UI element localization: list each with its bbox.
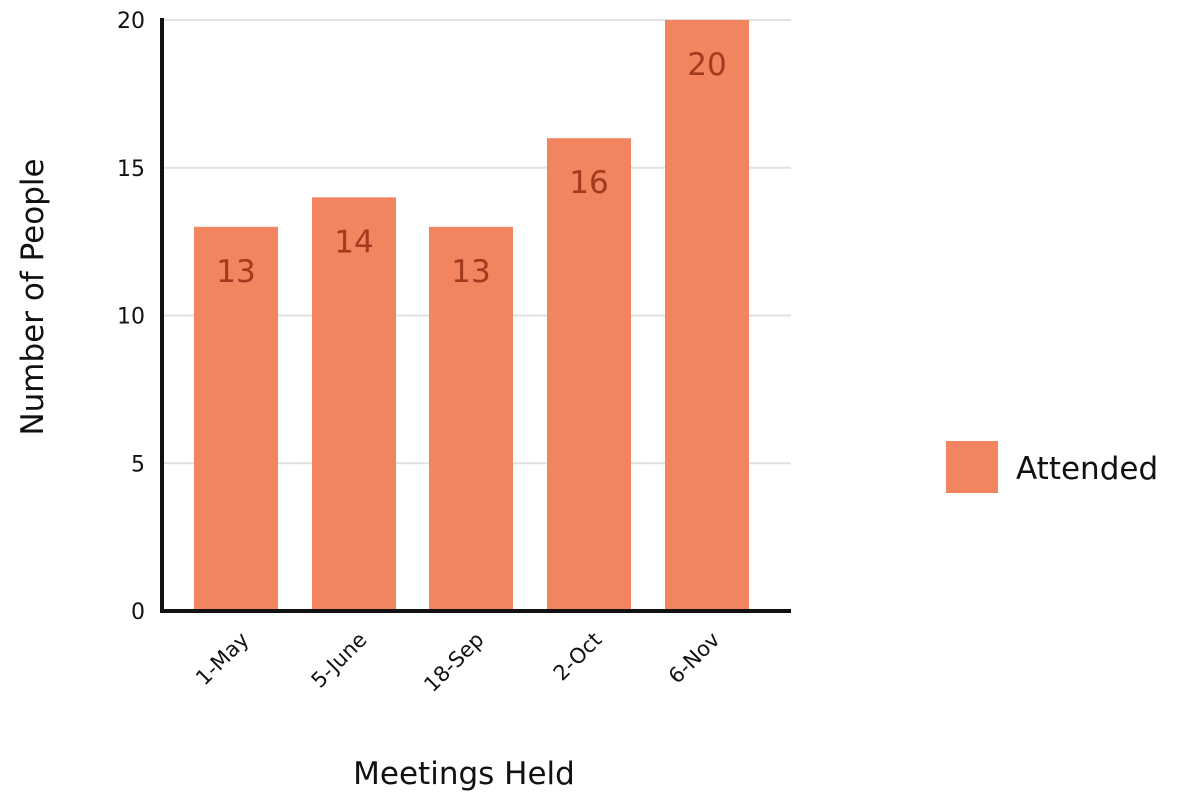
axes bbox=[160, 18, 791, 613]
x-tick-label-2: 18-Sep bbox=[419, 628, 488, 697]
legend: Attended bbox=[946, 441, 1158, 493]
bar-18-Sep bbox=[429, 226, 513, 611]
data-label-3: 16 bbox=[569, 165, 608, 201]
legend-label: Attended bbox=[1016, 451, 1158, 487]
y-tick-label-4: 20 bbox=[117, 9, 145, 34]
x-tick-label-3: 2-Oct bbox=[549, 628, 607, 686]
data-label-0: 13 bbox=[216, 254, 255, 290]
y-tick-labels: 0 5 10 15 20 bbox=[117, 9, 145, 625]
x-tick-label-1: 5-June bbox=[307, 628, 372, 693]
legend-swatch bbox=[946, 441, 998, 493]
y-tick-label-2: 10 bbox=[117, 305, 145, 330]
y-axis-title: Number of People bbox=[15, 158, 51, 435]
y-tick-label-3: 15 bbox=[117, 157, 145, 182]
x-tick-label-4: 6-Nov bbox=[664, 628, 725, 689]
bar-1-May bbox=[194, 226, 278, 611]
x-axis-title: Meetings Held bbox=[353, 756, 575, 792]
bars bbox=[194, 20, 749, 612]
y-tick-label-0: 0 bbox=[131, 600, 145, 625]
data-label-2: 13 bbox=[451, 254, 490, 290]
data-label-4: 20 bbox=[687, 47, 726, 83]
data-label-1: 14 bbox=[334, 224, 373, 260]
data-labels: 13 14 13 16 20 bbox=[216, 47, 726, 290]
bar-5-June bbox=[312, 197, 396, 612]
bar-2-Oct bbox=[547, 138, 631, 611]
bar-6-Nov bbox=[665, 20, 749, 611]
x-tick-label-0: 1-May bbox=[191, 628, 253, 690]
y-tick-label-1: 5 bbox=[131, 452, 145, 477]
x-tick-labels: 1-May 5-June 18-Sep 2-Oct 6-Nov bbox=[191, 628, 724, 697]
